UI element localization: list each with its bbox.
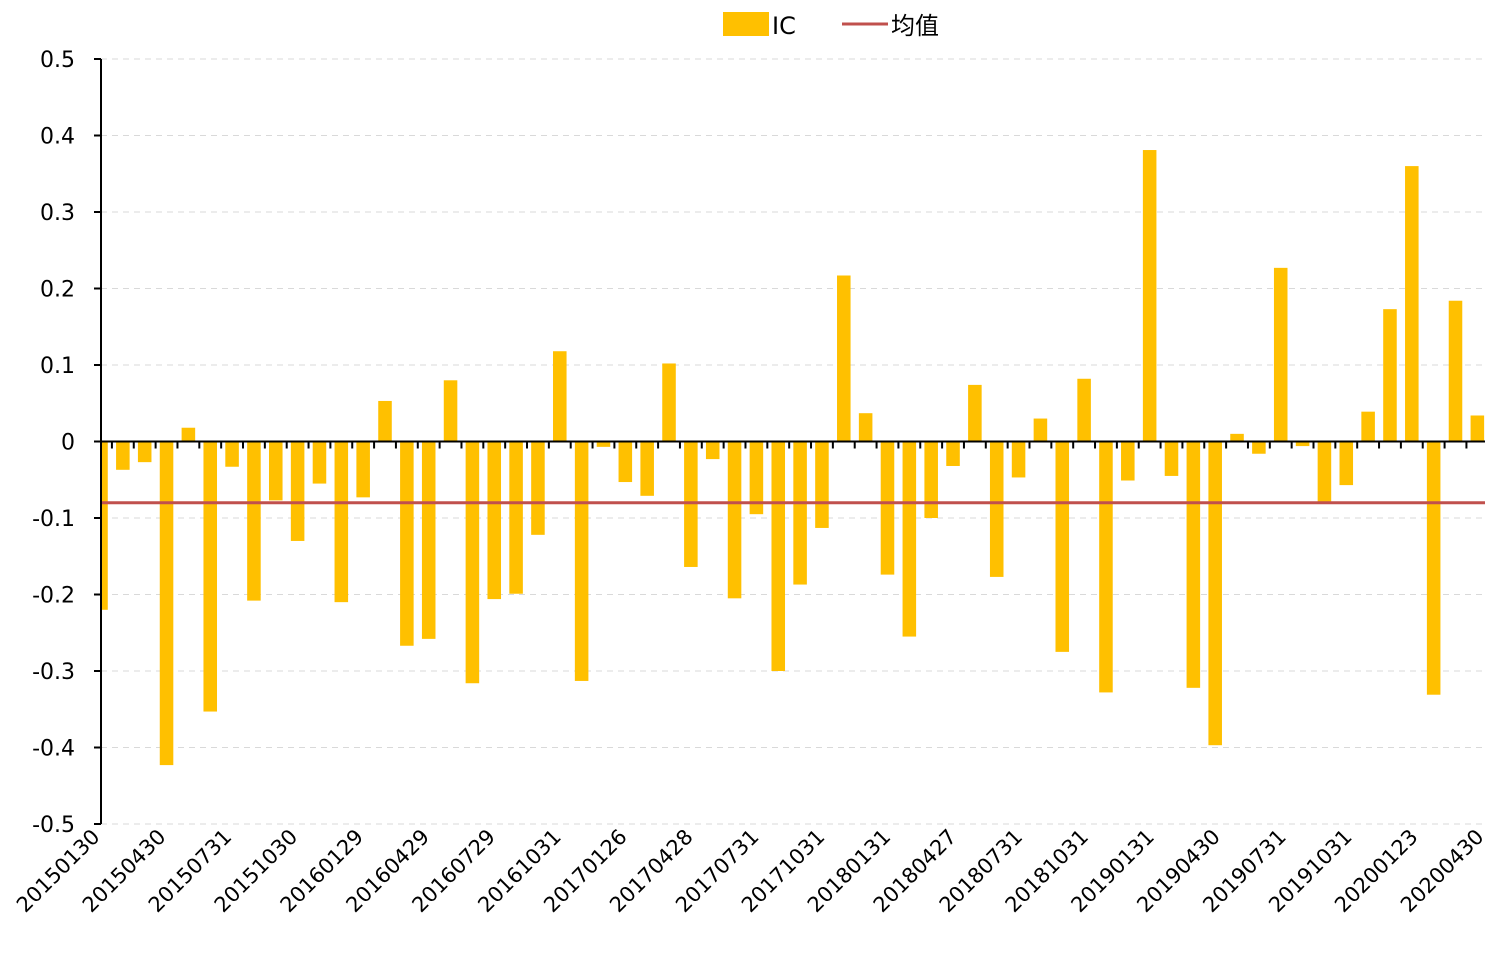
ic-bar	[662, 363, 676, 442]
ic-bar	[465, 441, 480, 684]
ic-bar	[880, 441, 895, 575]
ic-bar	[203, 441, 218, 712]
ic-bar	[1339, 441, 1354, 486]
ic-bar	[378, 400, 392, 442]
ic-bar	[968, 384, 982, 442]
ic-bar	[247, 441, 261, 601]
y-tick-label: 0.3	[40, 201, 75, 226]
ic-bar	[1033, 418, 1048, 442]
ic-bar	[356, 441, 370, 498]
ic-bar	[793, 441, 807, 585]
ic-bar	[1273, 267, 1288, 442]
ic-bar	[1011, 441, 1026, 478]
ic-bar	[705, 441, 720, 460]
ic-bar	[225, 441, 239, 467]
legend-label-ic: IC	[772, 12, 796, 40]
ic-bar	[684, 441, 698, 567]
ic-bar	[1470, 415, 1485, 442]
ic-bar	[727, 441, 742, 599]
ic-bar	[1448, 300, 1463, 442]
ic-bar	[1121, 441, 1135, 481]
ic-bar	[1055, 441, 1070, 652]
ic-bar	[101, 441, 108, 610]
ic-bar	[509, 441, 523, 594]
ic-bar	[815, 441, 829, 528]
ic-bars	[101, 150, 1485, 766]
ic-bar	[771, 441, 786, 671]
ic-bar	[1361, 411, 1375, 442]
ic-bar	[487, 441, 502, 600]
ic-bar	[749, 441, 764, 515]
ic-bar	[553, 351, 567, 442]
ic-bar	[1317, 441, 1332, 502]
y-tick-label: 0.1	[40, 354, 75, 379]
legend-swatch-ic	[723, 12, 769, 36]
ic-bar	[618, 441, 633, 483]
ic-bar	[443, 380, 458, 442]
ic-bar	[1164, 441, 1179, 476]
ic-bar	[1186, 441, 1201, 688]
y-tick-label: -0.4	[32, 737, 75, 762]
legend: IC 均值	[723, 12, 939, 40]
legend-label-mean: 均值	[891, 12, 939, 40]
ic-bar	[989, 441, 1004, 577]
ic-bar	[837, 275, 851, 442]
ic-bar	[1230, 433, 1244, 442]
ic-bar	[137, 441, 152, 463]
y-tick-label: -0.2	[32, 584, 75, 609]
ic-bar	[421, 441, 436, 639]
ic-bar	[159, 441, 174, 766]
ic-bar	[531, 441, 545, 535]
y-tick-label: 0.4	[40, 125, 75, 150]
ic-bar	[1252, 441, 1266, 454]
ic-bar	[902, 441, 917, 637]
y-tick-label: -0.5	[32, 813, 75, 838]
ic-bar	[116, 441, 130, 470]
ic-bar	[1208, 441, 1222, 746]
ic-bar	[1405, 166, 1419, 442]
ic-bar	[400, 441, 414, 646]
ic-bar	[924, 441, 938, 518]
ic-bar	[640, 441, 654, 496]
ic-bar	[1077, 378, 1091, 442]
ic-bar	[269, 441, 283, 501]
ic-bar	[1099, 441, 1113, 693]
ic-bar	[574, 441, 589, 681]
ic-bar	[1426, 441, 1441, 695]
ic-bar	[1383, 309, 1397, 442]
ic-bar	[1142, 150, 1157, 442]
y-tick-label: 0	[61, 431, 75, 456]
ic-bar	[946, 441, 960, 466]
ic-bar	[312, 441, 327, 484]
ic-bar	[858, 413, 873, 442]
y-tick-label: 0.5	[40, 48, 75, 73]
y-tick-label: -0.3	[32, 660, 75, 685]
ic-bar	[1295, 441, 1310, 447]
y-tick-label: 0.2	[40, 278, 75, 303]
ic-bar	[596, 441, 611, 447]
y-tick-label: -0.1	[32, 507, 75, 532]
ic-bar	[181, 427, 196, 442]
ic-bar	[334, 441, 349, 603]
ic-bar	[290, 441, 305, 541]
